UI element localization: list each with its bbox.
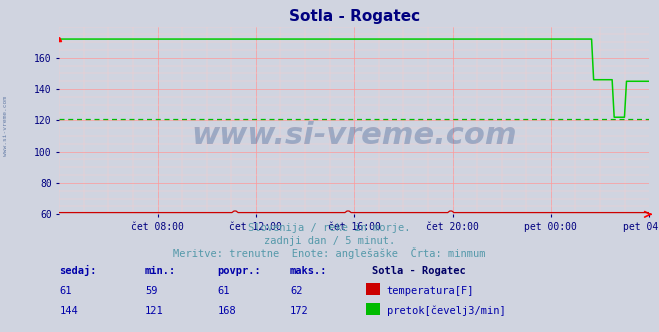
Text: pretok[čevelj3/min]: pretok[čevelj3/min]	[387, 305, 505, 316]
Text: 62: 62	[290, 286, 302, 296]
Text: Slovenija / reke in morje.: Slovenija / reke in morje.	[248, 223, 411, 233]
Title: Sotla - Rogatec: Sotla - Rogatec	[289, 9, 420, 24]
Text: min.:: min.:	[145, 266, 176, 276]
Text: www.si-vreme.com: www.si-vreme.com	[191, 121, 517, 150]
Text: maks.:: maks.:	[290, 266, 328, 276]
Text: 144: 144	[59, 306, 78, 316]
Text: 61: 61	[217, 286, 230, 296]
Text: Meritve: trenutne  Enote: anglešaške  Črta: minmum: Meritve: trenutne Enote: anglešaške Črta…	[173, 247, 486, 259]
Text: sedaj:: sedaj:	[59, 265, 97, 276]
Text: zadnji dan / 5 minut.: zadnji dan / 5 minut.	[264, 236, 395, 246]
Text: povpr.:: povpr.:	[217, 266, 261, 276]
Text: www.si-vreme.com: www.si-vreme.com	[3, 96, 8, 156]
Text: 61: 61	[59, 286, 72, 296]
Text: Sotla - Rogatec: Sotla - Rogatec	[372, 266, 466, 276]
Text: 121: 121	[145, 306, 163, 316]
Text: temperatura[F]: temperatura[F]	[387, 286, 474, 296]
Text: 168: 168	[217, 306, 236, 316]
Text: 59: 59	[145, 286, 158, 296]
Text: 172: 172	[290, 306, 308, 316]
